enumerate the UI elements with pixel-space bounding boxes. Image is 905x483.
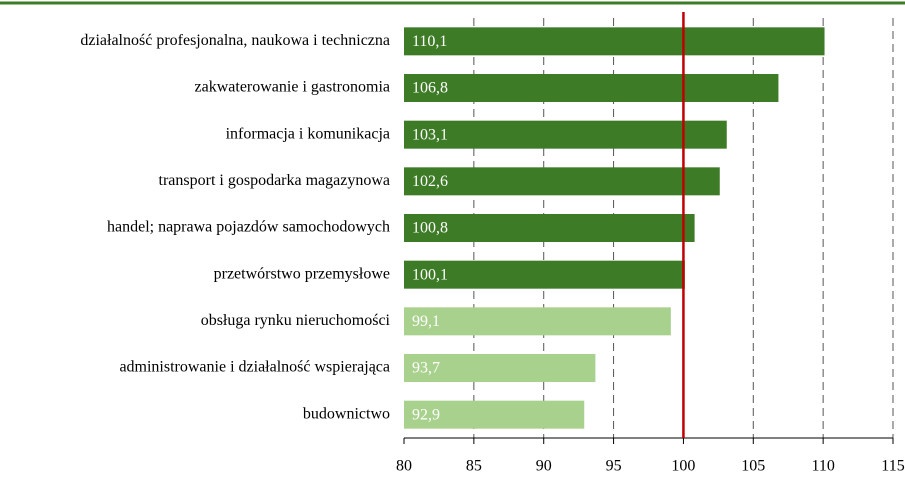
bar (404, 260, 685, 289)
value-label: 106,8 (412, 80, 448, 97)
x-tick-label: 105 (741, 458, 765, 475)
category-label: obsługa rynku nieruchomości (201, 312, 391, 329)
x-tick-label: 95 (606, 458, 622, 475)
bar (404, 400, 585, 429)
bar (404, 167, 720, 196)
category-label: transport i gospodarka magazynowa (159, 172, 390, 189)
category-label: działalność profesjonalna, naukowa i tec… (80, 32, 390, 49)
value-label: 103,1 (412, 126, 448, 143)
category-label: zakwaterowanie i gastronomia (195, 79, 390, 96)
value-label: 100,1 (412, 266, 448, 283)
x-tick-label: 100 (671, 458, 695, 475)
value-label: 100,8 (412, 220, 448, 237)
category-label: informacja i komunikacja (226, 125, 390, 142)
x-tick-label: 115 (881, 458, 904, 475)
category-label: przetwórstwo przemysłowe (214, 265, 390, 282)
value-label: 92,9 (412, 406, 440, 423)
value-label: 102,6 (412, 173, 448, 190)
category-label: administrowanie i działalność wspierając… (119, 359, 390, 376)
bar (404, 120, 727, 149)
bar (404, 27, 825, 56)
x-tick-label: 90 (536, 458, 552, 475)
category-label: handel; naprawa pojazdów samochodowych (107, 219, 390, 236)
bar (404, 307, 671, 336)
x-tick-label: 85 (466, 458, 482, 475)
category-label: budownictwo (303, 405, 390, 422)
bar (404, 354, 596, 382)
value-label: 110,1 (412, 33, 447, 50)
bar (404, 214, 695, 242)
value-label: 99,1 (412, 313, 440, 330)
value-label: 93,7 (412, 360, 440, 377)
x-tick-label: 80 (396, 458, 412, 475)
x-tick-label: 110 (811, 458, 834, 475)
bar (404, 74, 779, 102)
